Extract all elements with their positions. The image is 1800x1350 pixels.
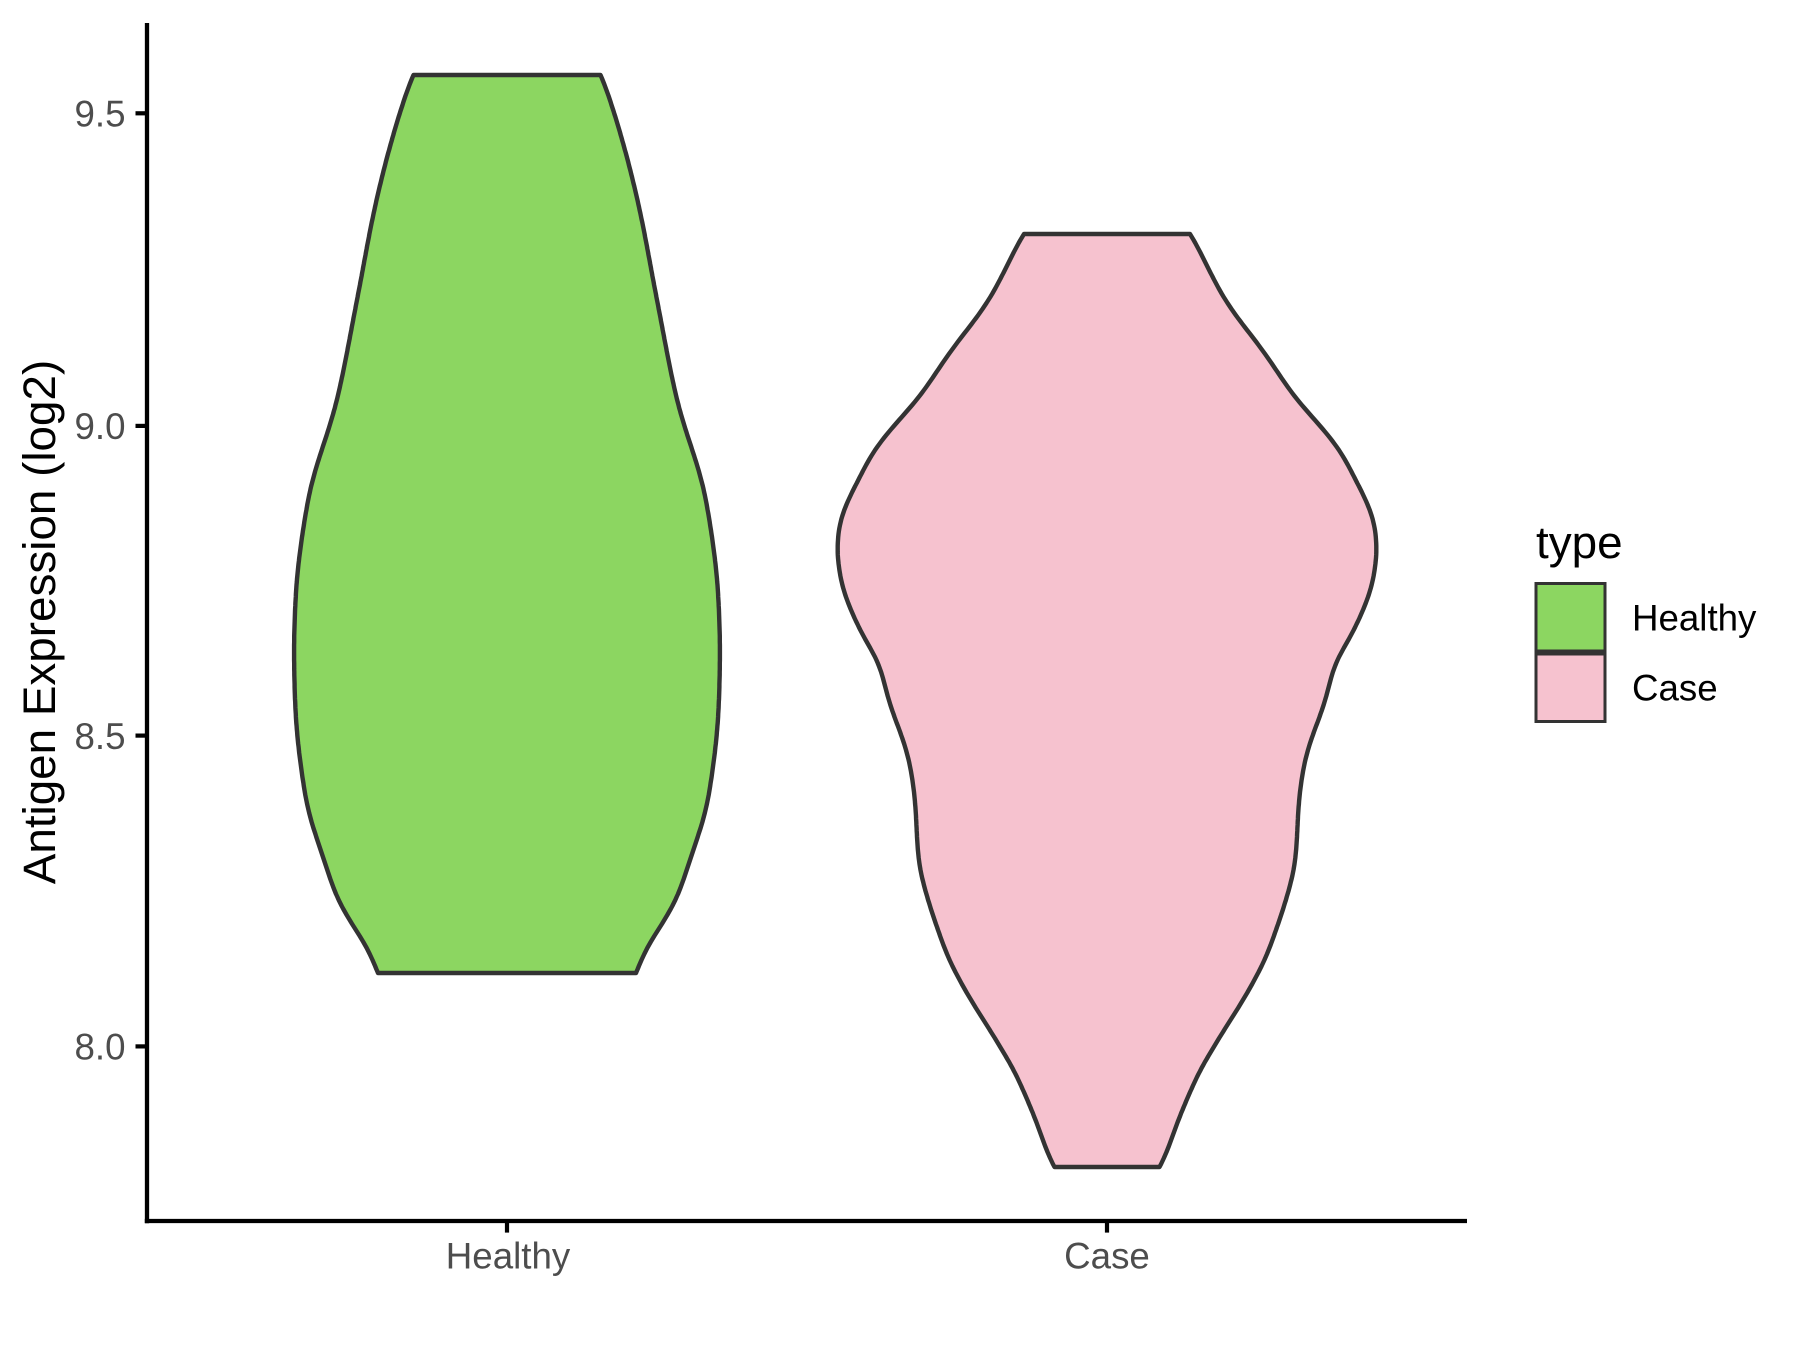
svg-text:Case: Case: [1064, 1236, 1150, 1277]
svg-text:8.0: 8.0: [74, 1027, 125, 1068]
svg-text:type: type: [1536, 517, 1623, 568]
svg-text:Healthy: Healthy: [1632, 598, 1757, 639]
svg-text:Case: Case: [1632, 668, 1718, 709]
svg-text:Healthy: Healthy: [446, 1236, 571, 1277]
svg-text:9.0: 9.0: [74, 406, 125, 447]
svg-text:9.5: 9.5: [74, 94, 125, 135]
svg-text:8.5: 8.5: [74, 716, 125, 757]
svg-text:Antigen Expression (log2): Antigen Expression (log2): [14, 360, 65, 884]
